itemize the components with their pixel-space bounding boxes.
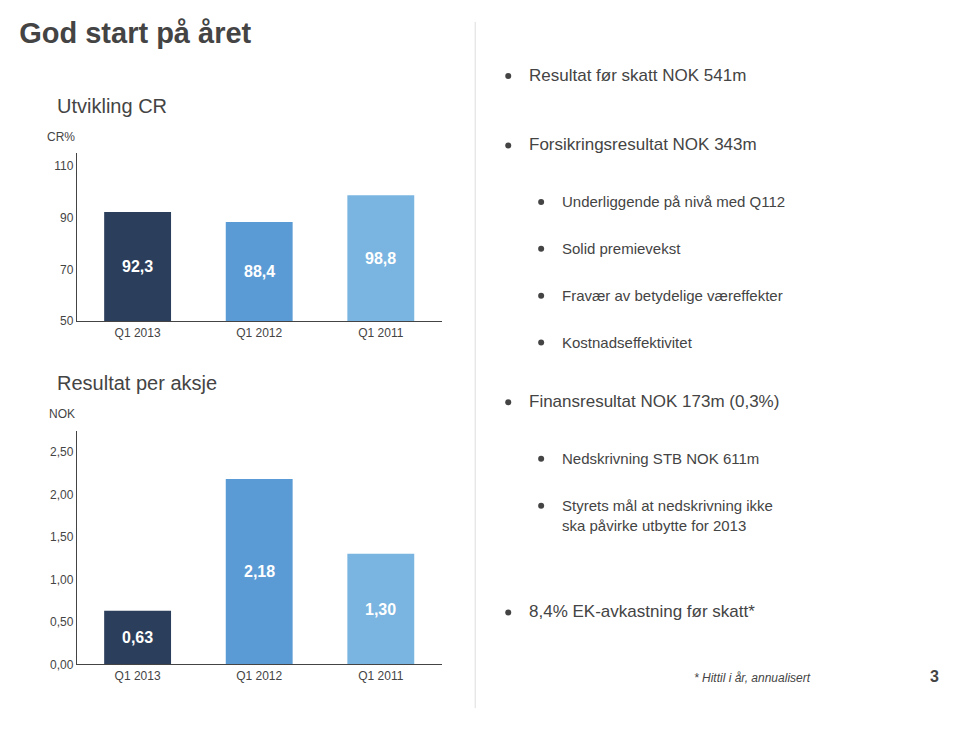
svg-text:50: 50 bbox=[60, 314, 74, 328]
svg-text:3: 3 bbox=[930, 668, 939, 685]
svg-text:98,8: 98,8 bbox=[365, 250, 396, 267]
svg-text:Utvikling CR: Utvikling CR bbox=[57, 95, 167, 117]
svg-text:2,50: 2,50 bbox=[50, 445, 74, 459]
svg-text:90: 90 bbox=[60, 211, 74, 225]
svg-text:Resultat før skatt NOK 541m: Resultat før skatt NOK 541m bbox=[529, 66, 746, 85]
svg-text:1,00: 1,00 bbox=[50, 573, 74, 587]
svg-text:1,30: 1,30 bbox=[365, 601, 396, 618]
svg-text:70: 70 bbox=[60, 263, 74, 277]
svg-text:Q1 2011: Q1 2011 bbox=[358, 669, 403, 683]
svg-text:88,4: 88,4 bbox=[244, 263, 275, 280]
svg-text:0,50: 0,50 bbox=[50, 615, 74, 629]
svg-text:2,18: 2,18 bbox=[244, 563, 275, 580]
svg-text:Solid premievekst: Solid premievekst bbox=[562, 240, 681, 257]
svg-text:Q1 2012: Q1 2012 bbox=[236, 669, 282, 683]
svg-text:110: 110 bbox=[54, 159, 73, 173]
svg-text:* Hittil i år, annualisert: * Hittil i år, annualisert bbox=[694, 671, 811, 685]
svg-text:8,4% EK-avkastning før skatt*: 8,4% EK-avkastning før skatt* bbox=[529, 602, 755, 621]
svg-text:Fravær av betydelige væreffekt: Fravær av betydelige væreffekter bbox=[562, 287, 783, 304]
svg-text:Forsikringsresultat NOK 343m: Forsikringsresultat NOK 343m bbox=[529, 135, 757, 154]
svg-text:Finansresultat NOK 173m (0,3%): Finansresultat NOK 173m (0,3%) bbox=[529, 392, 779, 411]
svg-text:Nedskrivning STB NOK 611m: Nedskrivning STB NOK 611m bbox=[562, 450, 759, 467]
svg-text:Q1 2011: Q1 2011 bbox=[358, 326, 403, 340]
svg-text:1,50: 1,50 bbox=[50, 530, 74, 544]
svg-text:CR%: CR% bbox=[47, 130, 75, 144]
svg-text:NOK: NOK bbox=[49, 407, 75, 421]
svg-text:Styrets mål at nedskrivning ik: Styrets mål at nedskrivning ikkeska påvi… bbox=[562, 497, 773, 534]
svg-text:0,00: 0,00 bbox=[50, 658, 74, 672]
svg-text:92,3: 92,3 bbox=[122, 258, 153, 275]
svg-text:Kostnadseffektivitet: Kostnadseffektivitet bbox=[562, 334, 693, 351]
svg-text:Q1 2012: Q1 2012 bbox=[236, 326, 282, 340]
svg-text:Underliggende på nivå med Q112: Underliggende på nivå med Q112 bbox=[562, 193, 785, 210]
svg-text:0,63: 0,63 bbox=[122, 629, 153, 646]
svg-text:Q1 2013: Q1 2013 bbox=[115, 669, 161, 683]
svg-text:Resultat per aksje: Resultat per aksje bbox=[57, 372, 217, 394]
svg-text:God start på året: God start på året bbox=[19, 17, 251, 49]
svg-text:Q1 2013: Q1 2013 bbox=[115, 326, 161, 340]
svg-text:2,00: 2,00 bbox=[50, 488, 74, 502]
